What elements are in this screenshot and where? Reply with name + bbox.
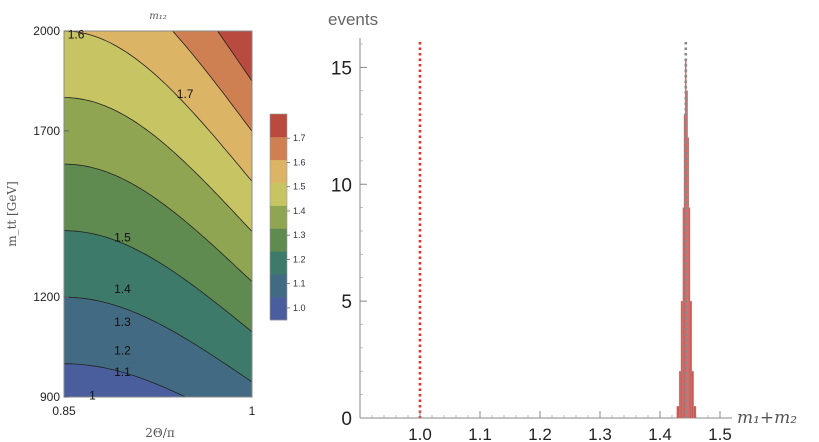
histogram-x-tick-label: 1.4 [648, 425, 672, 442]
histogram-reference-lines [418, 42, 688, 418]
contour-level-label: 1.3 [114, 315, 131, 329]
contour-level-label: 1 [89, 388, 96, 402]
colorbar-swatch [270, 228, 287, 252]
histogram-x-ticks: 1.0 1.1 1.2 1.3 1.4 1.5 [408, 411, 732, 442]
contour-level-label: 1.7 [177, 87, 194, 101]
contour-y-tick-label: 1700 [33, 124, 60, 138]
histogram-bar [676, 406, 680, 419]
colorbar-swatch [270, 297, 287, 321]
contour-x-tick-label: 0.85 [52, 404, 76, 418]
contour-line-7 [217, 31, 252, 82]
histogram-x-tick-label: 1.3 [588, 425, 612, 442]
colorbar-swatch [270, 205, 287, 229]
contour-y-tick-label: 1200 [33, 290, 60, 304]
colorbar-swatch [270, 274, 287, 298]
histogram-bars [676, 60, 697, 419]
colorbar-tick-label: 1.4 [293, 206, 306, 216]
contour-line-3 [64, 163, 252, 282]
histogram-y-ticks: 0 5 10 15 [331, 58, 367, 430]
histogram-x-tick-label: 1.5 [708, 425, 732, 442]
contour-y-ticks: 900 1200 1700 2000 [33, 24, 69, 404]
colorbar-tick-label: 1.2 [293, 254, 306, 264]
contour-bands [64, 31, 252, 397]
histogram-x-tick-label: 1.2 [528, 425, 552, 442]
contour-title: m₁₂ [149, 11, 167, 22]
histogram-x-tick-label: 1.1 [468, 425, 492, 442]
histogram-x-tick-label: 1.0 [408, 425, 432, 442]
histogram-bar [689, 300, 692, 419]
colorbar-swatch [270, 251, 287, 275]
contour-line-0 [64, 363, 187, 397]
contour-level-label: 1.6 [68, 27, 85, 41]
histogram-bar [680, 300, 683, 419]
contour-level-label: 1.5 [114, 230, 131, 244]
contour-level-labels: 1 1.1 1.2 1.3 1.4 1.5 1.6 1.7 [68, 27, 194, 402]
contour-line-1 [64, 296, 252, 383]
colorbar-tick-label: 1.6 [293, 157, 306, 167]
histogram-bar [691, 371, 694, 419]
histogram-x-axis-label: m₁+m₂ [737, 408, 797, 428]
contour-x-tick-label: 1 [249, 404, 256, 418]
histogram-bar [679, 371, 682, 419]
histogram-y-tick-label: 10 [331, 175, 352, 196]
contour-band-8 [217, 31, 252, 82]
contour-level-label: 1.4 [114, 282, 131, 296]
histogram-y-tick-label: 0 [341, 409, 352, 430]
contour-lines [64, 31, 252, 397]
colorbar-swatch [270, 182, 287, 206]
contour-line-4 [64, 97, 252, 232]
colorbar-swatch [270, 159, 287, 183]
colorbar: 1.0 1.1 1.2 1.3 1.4 1.5 1.6 1.7 [269, 113, 306, 321]
contour-line-5 [64, 31, 252, 182]
contour-frame [63, 30, 253, 398]
colorbar-tick-label: 1.0 [293, 303, 306, 313]
histogram-y-tick-label: 15 [331, 58, 352, 79]
colorbar-tick-label: 1.3 [293, 230, 306, 240]
histogram-bar [693, 406, 697, 419]
histogram-title: events [328, 10, 378, 29]
contour-level-label: 1.1 [114, 365, 131, 379]
histogram-axes [359, 38, 732, 419]
contour-x-ticks: 0.85 1 [52, 404, 255, 418]
colorbar-swatch [270, 114, 287, 138]
histogram-y-tick-label: 5 [341, 292, 352, 313]
contour-level-label: 1.2 [114, 343, 131, 357]
colorbar-swatch [270, 136, 287, 161]
colorbar-tick-label: 1.5 [293, 182, 306, 192]
histogram-chart: events 0 5 10 15 1.0 1.1 1.2 1.3 1.4 1.5 m₁+m₂ [328, 10, 797, 442]
colorbar-tick-label: 1.1 [293, 279, 306, 289]
contour-line-6 [172, 31, 252, 132]
contour-y-axis-label: m_tt [GeV] [5, 181, 19, 247]
contour-band-7 [172, 31, 252, 132]
contour-y-tick-label: 900 [40, 390, 60, 404]
contour-chart: m₁₂ 1 1.1 1.2 1.3 1.4 1.5 1.6 1.7 900 1200 1700 20… [5, 11, 256, 440]
contour-y-tick-label: 2000 [33, 24, 60, 38]
contour-x-axis-label: 2Θ/π [145, 426, 175, 440]
colorbar-tick-label: 1.7 [293, 133, 306, 143]
contour-line-2 [64, 230, 252, 333]
